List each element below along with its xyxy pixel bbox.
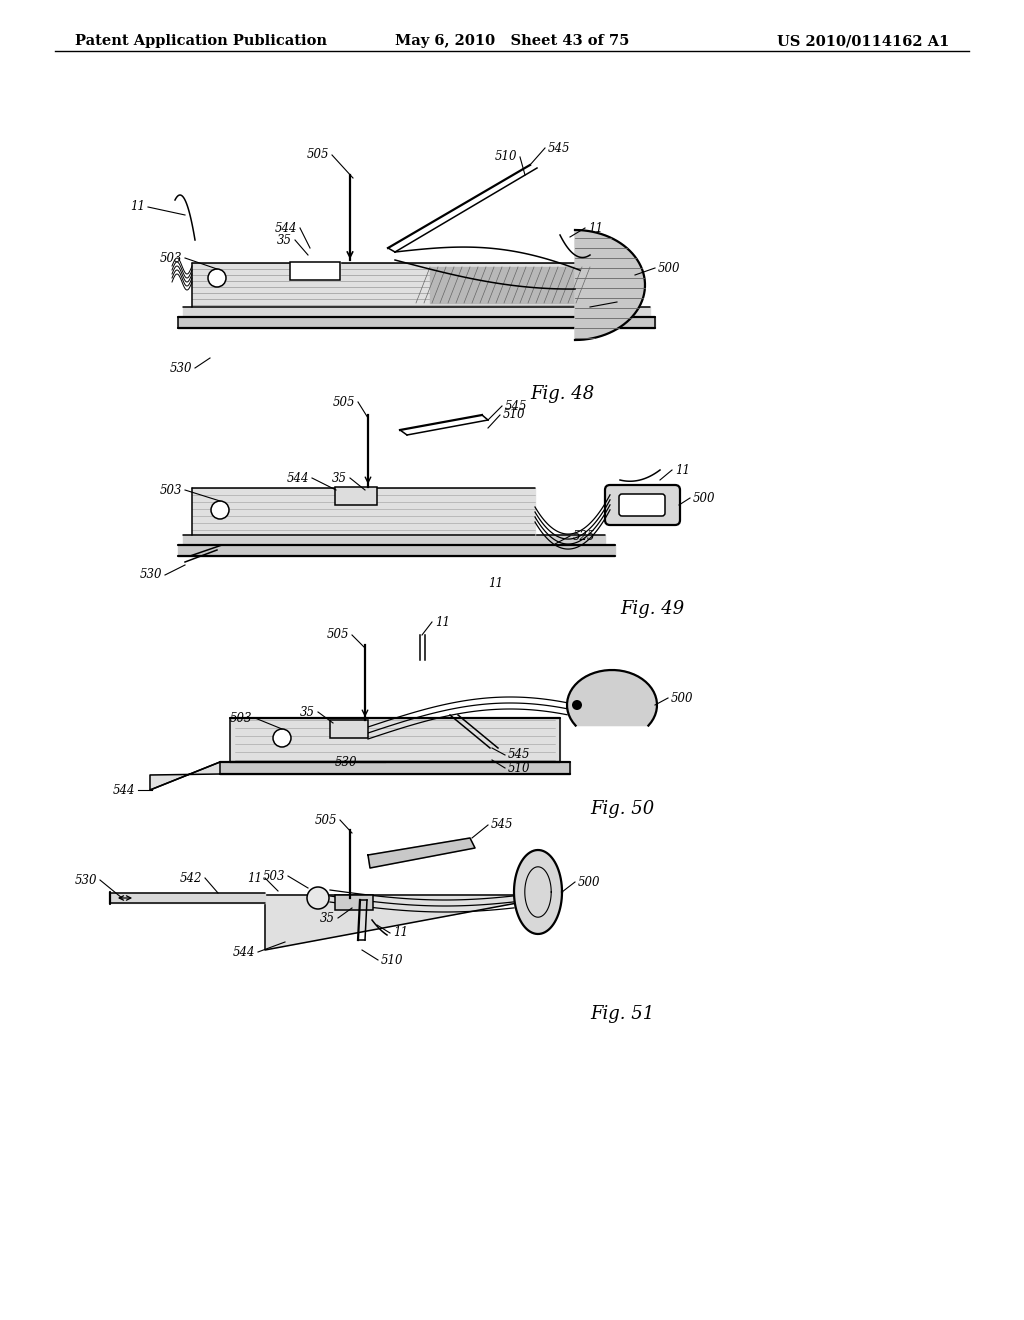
- Text: 11: 11: [247, 871, 262, 884]
- Text: 545: 545: [490, 818, 513, 832]
- Text: 505: 505: [314, 813, 337, 826]
- Text: 530: 530: [335, 755, 357, 768]
- Text: Fig. 49: Fig. 49: [620, 601, 684, 618]
- Text: 544: 544: [287, 471, 309, 484]
- Polygon shape: [368, 838, 475, 869]
- Text: 11: 11: [488, 577, 503, 590]
- Text: 35: 35: [278, 234, 292, 247]
- FancyBboxPatch shape: [618, 494, 665, 516]
- Text: May 6, 2010   Sheet 43 of 75: May 6, 2010 Sheet 43 of 75: [395, 34, 629, 49]
- Circle shape: [208, 269, 226, 286]
- Text: 510: 510: [495, 150, 517, 164]
- Text: 11: 11: [588, 222, 603, 235]
- Text: 510: 510: [508, 762, 530, 775]
- Text: 11: 11: [130, 201, 145, 214]
- Bar: [335, 487, 377, 506]
- Text: 503: 503: [160, 252, 182, 264]
- Polygon shape: [575, 230, 645, 341]
- Circle shape: [273, 729, 291, 747]
- Text: 35: 35: [332, 471, 347, 484]
- Bar: [330, 719, 368, 738]
- Polygon shape: [265, 895, 560, 950]
- Text: US 2010/0114162 A1: US 2010/0114162 A1: [776, 34, 949, 49]
- Text: 525: 525: [573, 529, 596, 543]
- FancyBboxPatch shape: [605, 484, 680, 525]
- Text: 510: 510: [381, 953, 403, 966]
- Text: 525: 525: [620, 296, 642, 309]
- Text: 500: 500: [671, 692, 693, 705]
- Text: 503: 503: [160, 483, 182, 496]
- Text: 545: 545: [508, 748, 530, 762]
- Text: 545: 545: [548, 141, 570, 154]
- Polygon shape: [150, 762, 220, 789]
- Text: Fig. 50: Fig. 50: [590, 800, 654, 818]
- Text: 503: 503: [229, 711, 252, 725]
- Text: 35: 35: [300, 705, 315, 718]
- Text: 35: 35: [319, 912, 335, 924]
- Text: Patent Application Publication: Patent Application Publication: [75, 34, 327, 49]
- Text: 544: 544: [274, 222, 297, 235]
- Text: 11: 11: [675, 463, 690, 477]
- Text: Fig. 48: Fig. 48: [530, 385, 594, 403]
- Text: 544: 544: [232, 945, 255, 958]
- Text: 500: 500: [658, 261, 681, 275]
- Text: 545: 545: [505, 400, 527, 412]
- Circle shape: [572, 700, 582, 710]
- Polygon shape: [567, 671, 657, 726]
- Text: 505: 505: [327, 628, 349, 642]
- Text: 11: 11: [435, 615, 450, 628]
- Text: 542: 542: [179, 871, 202, 884]
- Text: 510: 510: [503, 408, 525, 421]
- Polygon shape: [514, 850, 562, 935]
- Text: 530: 530: [75, 874, 97, 887]
- Bar: [335, 895, 373, 909]
- Text: 530: 530: [139, 569, 162, 582]
- Text: 530: 530: [170, 362, 193, 375]
- Text: 503: 503: [262, 870, 285, 883]
- Text: 500: 500: [578, 875, 600, 888]
- Text: 505: 505: [306, 149, 329, 161]
- Text: 544: 544: [113, 784, 135, 796]
- Text: 11: 11: [393, 927, 408, 940]
- Text: Fig. 51: Fig. 51: [590, 1005, 654, 1023]
- Circle shape: [211, 502, 229, 519]
- Text: 505: 505: [333, 396, 355, 408]
- Bar: [290, 261, 340, 280]
- Text: 500: 500: [693, 491, 716, 504]
- Circle shape: [307, 887, 329, 909]
